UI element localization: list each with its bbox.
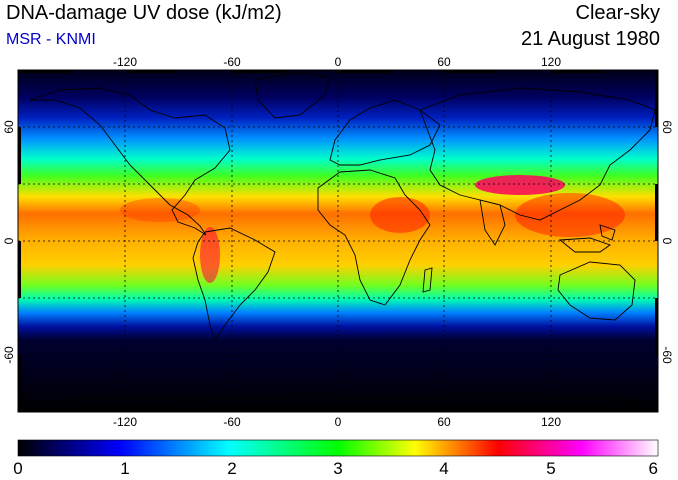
lon-tick-bottom-minus-60: -60 — [223, 415, 241, 429]
colorbar-label-1: 1 — [120, 459, 129, 478]
lon-tick-bottom-minus-120: -120 — [113, 415, 137, 429]
antarctica-coast — [18, 393, 658, 406]
map-title: DNA-damage UV dose (kJ/m2) — [6, 2, 282, 24]
lon-tick-top-60: 60 — [437, 55, 451, 69]
colorbar-label-0: 0 — [13, 459, 22, 478]
lat-tick-left-60: 60 — [2, 120, 16, 134]
colorbar-label-5: 5 — [546, 459, 555, 478]
arabia-high-dose-region — [370, 197, 430, 233]
sky-condition-label: Clear-sky — [575, 2, 660, 24]
frame-checker-marks — [18, 70, 658, 412]
europe-coast — [329, 99, 441, 166]
south-america-coast — [192, 227, 276, 342]
lon-tick-bottom-0: 0 — [335, 415, 342, 429]
north-america-coast — [29, 87, 231, 236]
lat-tick-right-minus-60: -60 — [660, 346, 674, 364]
colorbar-label-4: 4 — [439, 459, 448, 478]
colorbar — [17, 439, 659, 457]
india-coast — [479, 199, 506, 246]
colorbar-label-6: 6 — [649, 459, 658, 478]
lon-tick-top-120: 120 — [541, 55, 561, 69]
southeast-asia-islands — [558, 224, 616, 253]
source-label: MSR - KNMI — [6, 31, 96, 48]
colorbar-label-2: 2 — [227, 459, 236, 478]
asia-high-dose-region — [515, 193, 625, 237]
colorbar-label-3: 3 — [333, 459, 342, 478]
lon-tick-top-minus-120: -120 — [113, 55, 137, 69]
lon-tick-bottom-120: 120 — [541, 415, 561, 429]
madagascar-coast — [422, 267, 433, 293]
tibet-high-dose-region — [475, 175, 565, 195]
lat-tick-left-0: 0 — [2, 237, 16, 244]
graticule — [18, 70, 658, 412]
lon-tick-bottom-60: 60 — [437, 415, 451, 429]
asia-coast — [419, 87, 656, 221]
lat-tick-right-60: 60 — [660, 120, 674, 134]
lon-tick-top-0: 0 — [335, 55, 342, 69]
africa-coast — [317, 169, 431, 306]
australia-coast — [557, 261, 636, 321]
lon-tick-top-minus-60: -60 — [223, 55, 241, 69]
lat-tick-right-0: 0 — [660, 238, 674, 245]
date-label: 21 August 1980 — [520, 28, 660, 50]
pacific-high-dose-region — [120, 198, 200, 222]
coastlines — [18, 71, 658, 406]
greenland-coast — [254, 71, 331, 119]
lat-tick-left-minus-60: -60 — [2, 346, 16, 364]
